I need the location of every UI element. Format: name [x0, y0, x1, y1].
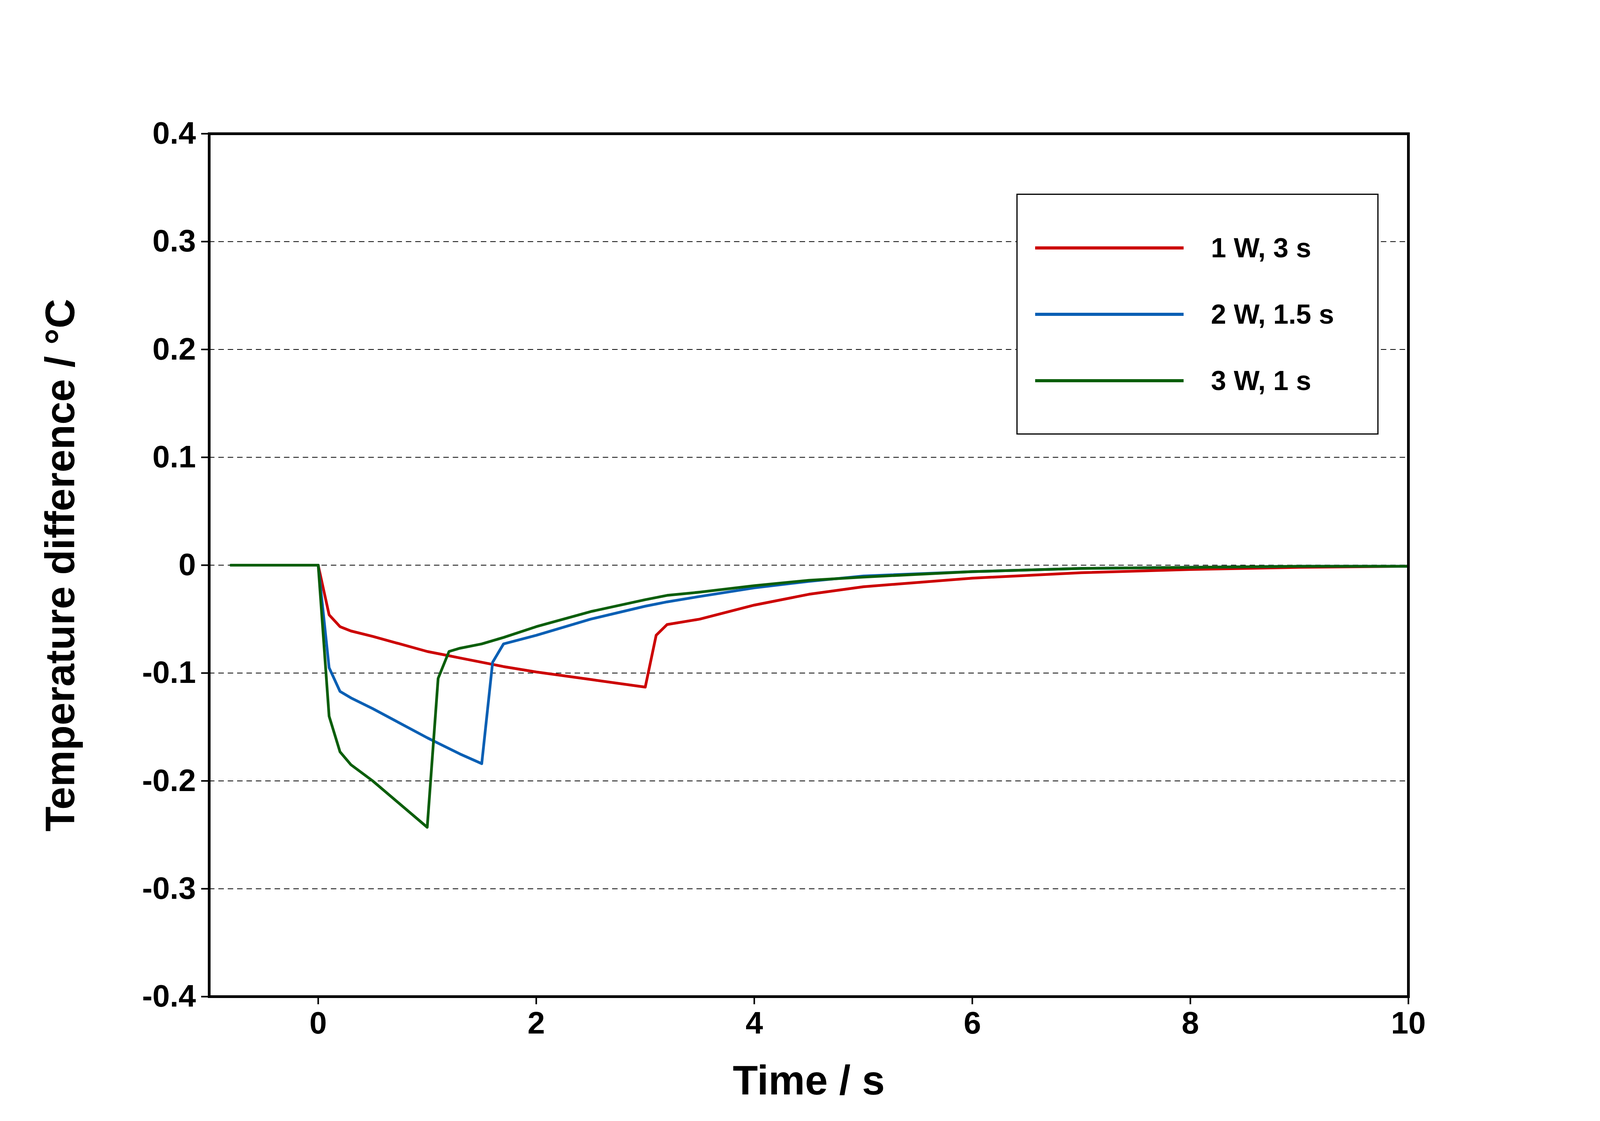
- svg-text:0.1: 0.1: [152, 439, 196, 475]
- svg-text:-0.1: -0.1: [142, 655, 197, 690]
- svg-text:Temperature difference / °C: Temperature difference / °C: [37, 298, 83, 833]
- html-text:1 W, 3 s: 1 W, 3 s: [1210, 232, 1312, 264]
- svg-text:8: 8: [1181, 1005, 1200, 1041]
- svg-text:2: 2: [527, 1005, 546, 1041]
- svg-text:-0.2: -0.2: [142, 763, 197, 799]
- svg-text:-0.3: -0.3: [142, 871, 197, 906]
- svg-text:0.2: 0.2: [152, 331, 196, 367]
- svg-text:0.4: 0.4: [152, 115, 197, 151]
- html-text:2 W, 1.5 s: 2 W, 1.5 s: [1210, 299, 1335, 330]
- svg-text:0: 0: [178, 547, 197, 583]
- svg-text:6: 6: [963, 1005, 982, 1041]
- svg-text:0: 0: [309, 1005, 327, 1041]
- svg-text:0.3: 0.3: [152, 223, 196, 259]
- html-text:3 W, 1 s: 3 W, 1 s: [1210, 365, 1312, 396]
- svg-text:10: 10: [1391, 1005, 1426, 1041]
- svg-text:-0.4: -0.4: [142, 978, 197, 1014]
- svg-text:Time / s: Time / s: [732, 1057, 885, 1104]
- svg-text:4: 4: [745, 1005, 764, 1041]
